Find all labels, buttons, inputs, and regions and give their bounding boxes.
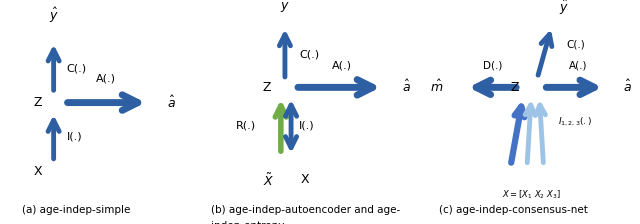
Text: Z: Z bbox=[511, 81, 519, 94]
Text: $X=[X_1\ X_2\ X_3]$: $X=[X_1\ X_2\ X_3]$ bbox=[502, 188, 561, 201]
Text: C(.): C(.) bbox=[300, 49, 319, 59]
Text: (b) age-indep-autoencoder and age-: (b) age-indep-autoencoder and age- bbox=[211, 205, 401, 215]
Text: I(.): I(.) bbox=[300, 121, 315, 130]
Text: X: X bbox=[301, 173, 310, 186]
Text: $\hat{m}$: $\hat{m}$ bbox=[430, 79, 443, 95]
Text: $I_{1,2,3}(.)$: $I_{1,2,3}(.)$ bbox=[558, 116, 592, 128]
Text: Z: Z bbox=[34, 96, 42, 109]
Text: C(.): C(.) bbox=[566, 39, 585, 50]
Text: indep-entropy: indep-entropy bbox=[211, 221, 285, 224]
Text: $\hat{a}$: $\hat{a}$ bbox=[623, 79, 632, 95]
Text: (a) age-indep-simple: (a) age-indep-simple bbox=[22, 205, 131, 215]
Text: $\hat{y}$: $\hat{y}$ bbox=[49, 5, 58, 25]
Text: Z: Z bbox=[262, 81, 271, 94]
Text: $\hat{y}$: $\hat{y}$ bbox=[559, 0, 569, 17]
Text: I(.): I(.) bbox=[67, 132, 83, 142]
Text: $\hat{a}$: $\hat{a}$ bbox=[167, 95, 176, 111]
Text: A(.): A(.) bbox=[95, 73, 116, 84]
Text: R(.): R(.) bbox=[236, 121, 256, 130]
Text: A(.): A(.) bbox=[332, 60, 352, 70]
Text: $\hat{y}$: $\hat{y}$ bbox=[280, 0, 290, 15]
Text: A(.): A(.) bbox=[569, 60, 588, 70]
Text: (c) age-indep-consensus-net: (c) age-indep-consensus-net bbox=[439, 205, 588, 215]
Text: D(.): D(.) bbox=[483, 60, 502, 70]
Text: C(.): C(.) bbox=[67, 63, 87, 73]
Text: X: X bbox=[34, 165, 42, 178]
Text: $\tilde{X}$: $\tilde{X}$ bbox=[263, 173, 274, 190]
Text: $\hat{a}$: $\hat{a}$ bbox=[402, 79, 410, 95]
